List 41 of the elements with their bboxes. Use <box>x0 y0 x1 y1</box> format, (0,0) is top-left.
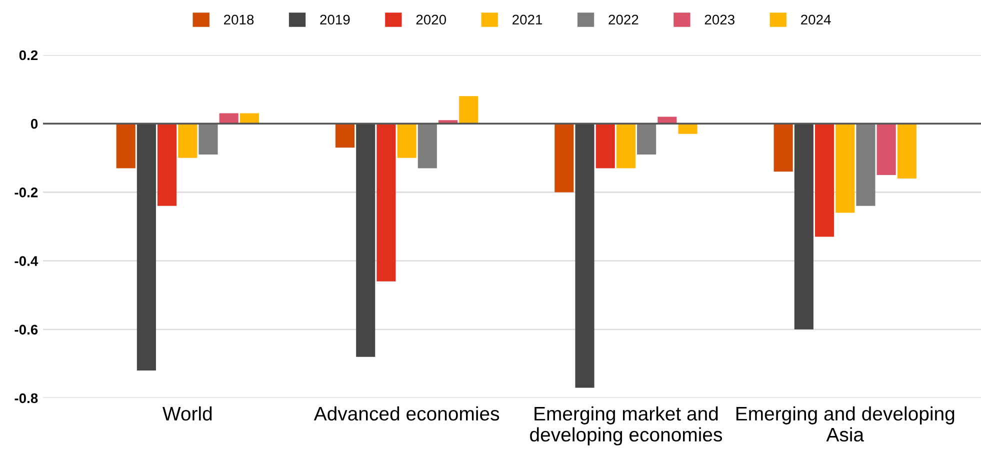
x-tick-label: Emerging market and developing economies <box>530 406 722 446</box>
bar <box>616 124 636 168</box>
bar <box>575 124 594 388</box>
y-tick-label: -0.4 <box>14 256 38 266</box>
y-tick-label: -0.2 <box>14 188 38 198</box>
bar <box>397 124 416 158</box>
x-tick-label: Emerging and developing Asia <box>736 406 954 442</box>
legend-label: 2018 <box>224 14 254 25</box>
bar <box>794 124 814 330</box>
bar <box>136 124 156 371</box>
bar <box>356 124 376 357</box>
bar <box>198 124 218 154</box>
bar <box>897 124 916 178</box>
x-tick-label: Advanced economies <box>314 406 500 421</box>
legend-label: 2020 <box>416 14 446 25</box>
bar <box>678 124 698 134</box>
y-tick-label: -0.6 <box>14 324 38 335</box>
bar <box>178 124 198 158</box>
x-tick-label: World <box>162 406 212 421</box>
bar <box>335 124 355 148</box>
bar <box>814 124 834 237</box>
bar <box>158 124 177 206</box>
bar <box>554 124 574 192</box>
bar <box>876 124 896 176</box>
bar <box>459 96 478 124</box>
bar <box>376 124 396 282</box>
y-tick-label: -0.8 <box>14 393 38 404</box>
legend-label: 2022 <box>608 14 638 25</box>
legend-label: 2023 <box>704 14 734 25</box>
bar <box>774 124 793 172</box>
bar <box>596 124 615 168</box>
bar <box>418 124 437 168</box>
legend-label: 2024 <box>801 14 831 25</box>
y-tick-label: 0.2 <box>19 50 38 60</box>
y-tick-label: 0 <box>30 118 38 129</box>
bar <box>836 124 855 213</box>
legend-label: 2021 <box>512 14 542 25</box>
bar <box>637 124 656 154</box>
bar <box>856 124 876 206</box>
bar <box>116 124 136 168</box>
legend-label: 2019 <box>320 14 350 25</box>
